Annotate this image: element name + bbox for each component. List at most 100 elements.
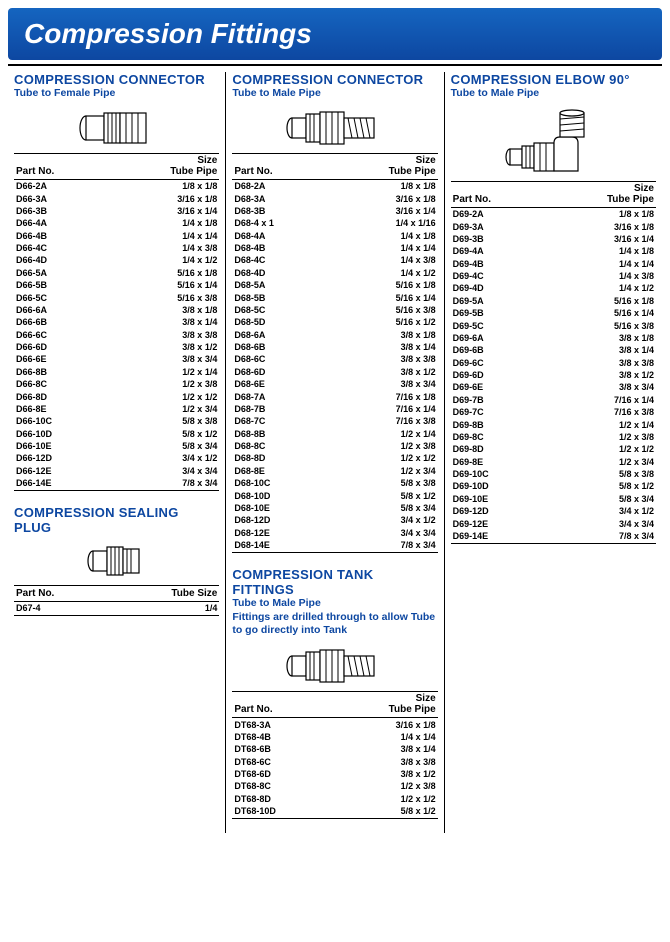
cell-partno: D69-4D [451, 282, 544, 294]
table-row: D68-5B5/16 x 1/4 [232, 291, 437, 303]
cell-partno: D68-6D [232, 366, 327, 378]
cell-partno: D66-4D [14, 254, 107, 266]
cell-partno: D66-6A [14, 304, 107, 316]
cell-partno: D69-8E [451, 456, 544, 468]
catalog-section: COMPRESSION SEALING PLUG Part No.Tube Si… [14, 505, 219, 616]
table-row: D68-4D1/4 x 1/2 [232, 267, 437, 279]
column: COMPRESSION CONNECTORTube to Female Pipe… [8, 72, 225, 833]
cell-size: 1/2 x 1/4 [107, 366, 219, 378]
cell-partno: D69-8C [451, 431, 544, 443]
cell-size: 1/4 x 1/8 [327, 230, 438, 242]
cell-size: 1/4 [108, 602, 219, 616]
cell-size: 1/2 x 1/2 [107, 390, 219, 402]
page-title-banner: Compression Fittings [8, 8, 662, 60]
cell-partno: D66-8E [14, 403, 107, 415]
cell-size: 1/8 x 1/8 [107, 180, 219, 193]
table-row: D68-4A1/4 x 1/8 [232, 230, 437, 242]
col-header-partno: Part No. [14, 586, 108, 602]
cell-partno: D66-5B [14, 279, 107, 291]
cell-size: 3/8 x 1/4 [107, 316, 219, 328]
table-row: DT68-8D1/2 x 1/2 [232, 793, 437, 805]
cell-size: 5/8 x 3/4 [107, 440, 219, 452]
cell-size: 3/8 x 1/2 [544, 369, 656, 381]
cell-size: 5/8 x 3/8 [327, 477, 438, 489]
cell-partno: D66-12E [14, 465, 107, 477]
cell-partno: D66-14E [14, 477, 107, 491]
cell-size: 3/8 x 1/4 [329, 743, 438, 755]
cell-size: 1/4 x 1/2 [107, 254, 219, 266]
cell-partno: D69-12E [451, 517, 544, 529]
parts-table: Part No.Tube SizeD67-41/4 [14, 585, 219, 616]
section-title: COMPRESSION ELBOW 90° [451, 72, 656, 87]
table-row: D68-4 x 11/4 x 1/16 [232, 217, 437, 229]
cell-size: 3/8 x 1/4 [544, 344, 656, 356]
table-row: D68-10C5/8 x 3/8 [232, 477, 437, 489]
cell-size: 1/2 x 1/2 [327, 452, 438, 464]
cell-size: 1/2 x 1/4 [544, 418, 656, 430]
table-row: D69-2A1/8 x 1/8 [451, 208, 656, 221]
section-title: COMPRESSION CONNECTOR [232, 72, 437, 87]
table-row: DT68-6C3/8 x 3/8 [232, 755, 437, 767]
table-row: DT68-6D3/8 x 1/2 [232, 768, 437, 780]
catalog-section: COMPRESSION CONNECTORTube to Male Pipe P… [232, 72, 437, 553]
cell-partno: D66-8B [14, 366, 107, 378]
cell-size: 1/2 x 1/4 [327, 428, 438, 440]
cell-partno: DT68-10D [232, 805, 329, 819]
cell-partno: D68-8E [232, 465, 327, 477]
table-row: D66-3B3/16 x 1/4 [14, 205, 219, 217]
table-row: D69-10E5/8 x 3/4 [451, 493, 656, 505]
table-row: D68-4B1/4 x 1/4 [232, 242, 437, 254]
cell-size: 1/4 x 1/4 [329, 731, 438, 743]
table-row: D69-4D1/4 x 1/2 [451, 282, 656, 294]
cell-size: 5/16 x 3/8 [327, 304, 438, 316]
cell-partno: D68-4 x 1 [232, 217, 327, 229]
cell-size: 7/8 x 3/4 [544, 530, 656, 544]
cell-partno: D66-12D [14, 452, 107, 464]
section-subtitle: Tube to Male Pipe [451, 87, 656, 99]
cell-partno: D68-6B [232, 341, 327, 353]
cell-partno: D66-2A [14, 180, 107, 193]
table-row: D66-4C1/4 x 3/8 [14, 242, 219, 254]
table-row: D68-6B3/8 x 1/4 [232, 341, 437, 353]
cell-partno: D69-10D [451, 480, 544, 492]
table-row: D68-2A1/8 x 1/8 [232, 180, 437, 193]
cell-size: 3/8 x 1/2 [107, 341, 219, 353]
cell-partno: D68-14E [232, 539, 327, 553]
cell-partno: D66-5C [14, 291, 107, 303]
table-row: D69-7C7/16 x 3/8 [451, 406, 656, 418]
cell-size: 7/16 x 1/8 [327, 390, 438, 402]
col-header-partno: Part No. [14, 154, 107, 180]
cell-size: 1/4 x 3/8 [107, 242, 219, 254]
table-row: D69-4B1/4 x 1/4 [451, 258, 656, 270]
table-row: D69-8B1/2 x 1/4 [451, 418, 656, 430]
cell-size: 3/8 x 1/4 [327, 341, 438, 353]
cell-partno: D68-7C [232, 415, 327, 427]
table-row: D69-3A3/16 x 1/8 [451, 220, 656, 232]
table-row: D68-3B3/16 x 1/4 [232, 205, 437, 217]
cell-size: 5/8 x 1/2 [327, 489, 438, 501]
cell-partno: D66-6B [14, 316, 107, 328]
cell-partno: D69-4B [451, 258, 544, 270]
section-subtitle: Tube to Male Pipe [232, 597, 437, 609]
cell-size: 3/16 x 1/8 [329, 718, 438, 731]
cell-size: 3/4 x 3/4 [327, 527, 438, 539]
table-row: D68-8D1/2 x 1/2 [232, 452, 437, 464]
cell-partno: D68-8B [232, 428, 327, 440]
cell-size: 3/4 x 1/2 [107, 452, 219, 464]
cell-partno: D68-4D [232, 267, 327, 279]
table-row: DT68-10D5/8 x 1/2 [232, 805, 437, 819]
table-row: D66-6C3/8 x 3/8 [14, 329, 219, 341]
table-row: D69-14E7/8 x 3/4 [451, 530, 656, 544]
col-header-size: Size Tube Pipe [544, 182, 656, 208]
table-row: D68-7A7/16 x 1/8 [232, 390, 437, 402]
cell-size: 3/4 x 1/2 [327, 514, 438, 526]
cell-size: 3/8 x 3/4 [327, 378, 438, 390]
cell-partno: D66-10E [14, 440, 107, 452]
table-row: D66-8D1/2 x 1/2 [14, 390, 219, 402]
cell-partno: D66-3B [14, 205, 107, 217]
cell-partno: D68-2A [232, 180, 327, 193]
table-row: D68-14E7/8 x 3/4 [232, 539, 437, 553]
table-row: D69-6C3/8 x 3/8 [451, 357, 656, 369]
cell-size: 1/4 x 1/16 [327, 217, 438, 229]
table-row: D66-6A3/8 x 1/8 [14, 304, 219, 316]
